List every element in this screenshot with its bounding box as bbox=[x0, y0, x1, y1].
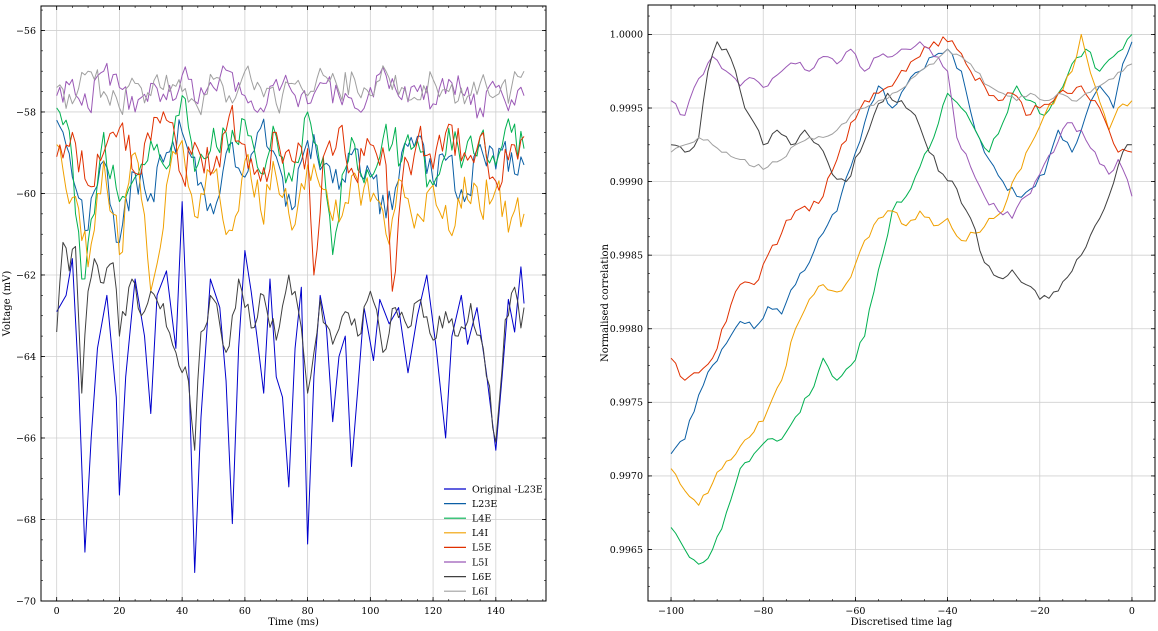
axes-frame bbox=[40, 5, 547, 602]
legend-label: L4I bbox=[472, 528, 488, 539]
legend: Original -L23E L23E L4E L4I L5E L5I L6E L6I bbox=[444, 484, 543, 598]
y-tick-label: −56 bbox=[16, 26, 36, 37]
series-line-l4i bbox=[670, 33, 1133, 506]
x-tick-label: 100 bbox=[361, 606, 379, 617]
x-tick-label: −20 bbox=[1030, 606, 1050, 617]
x-axis-label: Time (ms) bbox=[268, 617, 319, 628]
series-line-l4i bbox=[56, 139, 525, 292]
x-tick-label: 20 bbox=[113, 606, 125, 617]
ticks: 0 20 40 60 80 100 120 140 −70 −68 −66 −64 −62 −60 −58 −… bbox=[16, 6, 546, 617]
x-tick-label: −40 bbox=[938, 606, 958, 617]
series-line-l6e bbox=[670, 41, 1132, 300]
series-line-l6i bbox=[56, 65, 525, 116]
y-tick-label: −68 bbox=[16, 515, 36, 526]
y-tick-label: 0.9990 bbox=[610, 177, 643, 188]
legend-label: L6I bbox=[472, 587, 488, 598]
series-line-l5i bbox=[56, 62, 525, 119]
legend-label: L5E bbox=[472, 543, 491, 554]
y-tick-label: 0.9975 bbox=[610, 398, 643, 409]
y-tick-label: 0.9970 bbox=[610, 471, 643, 482]
series-lines bbox=[670, 33, 1133, 565]
axes-frame bbox=[647, 4, 1156, 602]
series-line-l5e bbox=[670, 36, 1133, 381]
series-line-l6e bbox=[56, 241, 525, 451]
legend-label: Original -L23E bbox=[472, 484, 543, 495]
y-axis-label: Voltage (mV) bbox=[2, 271, 13, 338]
legend-label: L4E bbox=[472, 514, 491, 525]
series-line-original-l23e bbox=[56, 201, 525, 573]
y-tick-label: 0.9995 bbox=[610, 103, 643, 114]
y-axis-label: Normalised correlation bbox=[600, 243, 611, 362]
x-axis-label: Discretised time lag bbox=[851, 617, 953, 628]
legend-label: L23E bbox=[472, 499, 497, 510]
y-tick-label: −62 bbox=[16, 270, 36, 281]
y-tick-label: −58 bbox=[16, 107, 36, 118]
legend-label: L5I bbox=[472, 557, 488, 568]
series-line-l6i bbox=[670, 48, 1133, 170]
legend-label: L6E bbox=[472, 572, 491, 583]
grid bbox=[648, 5, 1155, 601]
x-tick-label: −60 bbox=[845, 606, 865, 617]
series-line-l4e bbox=[670, 34, 1133, 565]
x-tick-label: 80 bbox=[302, 606, 314, 617]
voltage-chart: 0 20 40 60 80 100 120 140 −70 −68 −66 −64 −62 −60 −58 −… bbox=[2, 5, 547, 628]
x-tick-label: 0 bbox=[54, 606, 60, 617]
ticks: −100 −80 −60 −40 −20 0 0.9965 0.9970 0.9975 0.998… bbox=[610, 5, 1156, 617]
x-tick-label: 140 bbox=[487, 606, 505, 617]
series-line-l5i bbox=[670, 41, 1133, 219]
x-tick-label: 40 bbox=[176, 606, 188, 617]
series-line-l23e bbox=[670, 41, 1133, 455]
series-line-l5e bbox=[56, 104, 525, 292]
y-tick-label: 0.9965 bbox=[610, 545, 643, 556]
y-tick-label: −70 bbox=[16, 596, 36, 607]
y-tick-label: −60 bbox=[16, 189, 36, 200]
correlation-chart: −100 −80 −60 −40 −20 0 0.9965 0.9970 0.9975 0.998… bbox=[600, 4, 1156, 628]
y-tick-label: −66 bbox=[16, 433, 36, 444]
x-tick-label: −100 bbox=[658, 606, 684, 617]
x-tick-label: 0 bbox=[1129, 606, 1135, 617]
y-tick-label: 1.0000 bbox=[610, 30, 643, 41]
x-tick-label: 60 bbox=[239, 606, 251, 617]
series-line-l4e bbox=[56, 95, 525, 280]
y-tick-label: 0.9985 bbox=[610, 250, 643, 261]
x-tick-label: 120 bbox=[424, 606, 442, 617]
y-tick-label: −64 bbox=[16, 352, 36, 363]
y-tick-label: 0.9980 bbox=[610, 324, 643, 335]
x-tick-label: −80 bbox=[753, 606, 773, 617]
series-lines bbox=[56, 62, 525, 573]
